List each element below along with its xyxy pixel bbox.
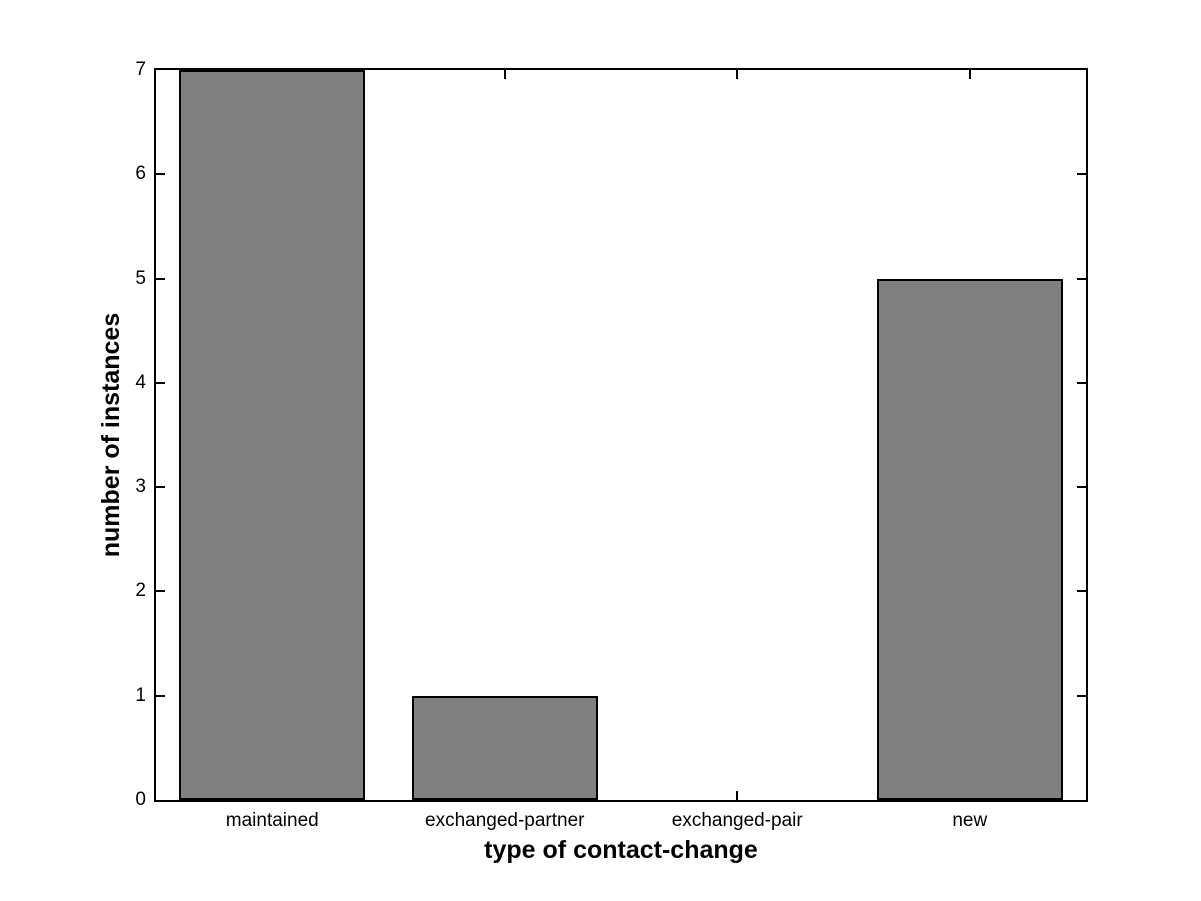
- y-tick-left: [156, 277, 165, 280]
- bar-new: [876, 278, 1063, 800]
- y-tick-right: [1077, 590, 1086, 593]
- y-tick-left: [156, 486, 165, 489]
- x-tick-label: exchanged-partner: [425, 810, 585, 831]
- y-tick-left: [156, 381, 165, 384]
- x-axis-label: type of contact-change: [484, 836, 758, 864]
- y-tick-left: [156, 590, 165, 593]
- y-tick-label: 6: [135, 163, 146, 185]
- x-tick-label: maintained: [225, 810, 319, 831]
- y-tick-label: 1: [135, 684, 146, 706]
- y-tick-right: [1077, 694, 1086, 697]
- y-tick-label: 7: [135, 59, 146, 80]
- y-tick-left: [156, 173, 165, 176]
- y-tick-right: [1077, 381, 1086, 384]
- x-tick-bottom: [736, 791, 739, 800]
- y-tick-label: 4: [135, 371, 146, 393]
- bar-maintained: [179, 70, 366, 800]
- y-tick-label: 5: [135, 267, 146, 289]
- x-tick-top: [503, 70, 506, 79]
- y-tick-right: [1077, 277, 1086, 280]
- x-tick-label: new: [952, 810, 988, 831]
- x-tick-top: [736, 70, 739, 79]
- y-tick-label: 0: [135, 789, 146, 810]
- x-tick-top: [968, 70, 971, 79]
- y-tick-right: [1077, 173, 1086, 176]
- bar-exchanged-partner: [411, 695, 598, 800]
- y-tick-label: 3: [135, 476, 146, 498]
- y-tick-left: [156, 694, 165, 697]
- y-tick-right: [1077, 486, 1086, 489]
- x-tick-label: exchanged-pair: [671, 810, 803, 831]
- plot-area: [154, 68, 1088, 802]
- y-tick-label: 2: [135, 580, 146, 602]
